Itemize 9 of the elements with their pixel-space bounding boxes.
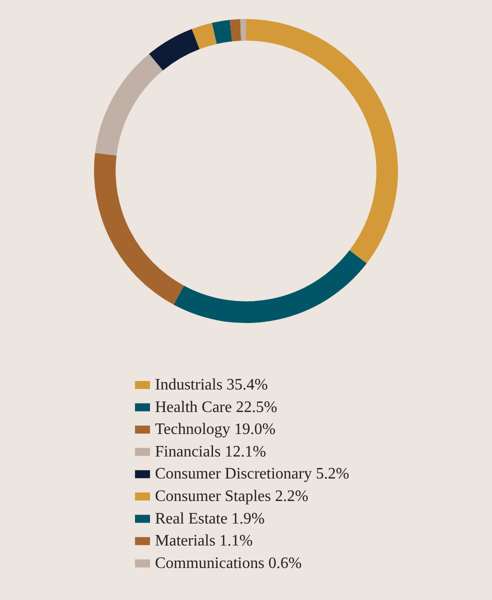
legend-label: Industrials 35.4%	[155, 376, 268, 394]
legend-label: Health Care 22.5%	[155, 398, 278, 416]
legend-label: Real Estate 1.9%	[155, 510, 265, 528]
legend-label: Technology 19.0%	[155, 421, 276, 438]
legend-label: Consumer Discretionary 5.2%	[155, 466, 350, 483]
legend-label: Communications 0.6%	[155, 554, 302, 572]
legend-label: Financials 12.1%	[155, 443, 266, 460]
legend-label: Consumer Staples 2.2%	[155, 488, 308, 505]
legend-label: Materials 1.1%	[155, 532, 253, 550]
